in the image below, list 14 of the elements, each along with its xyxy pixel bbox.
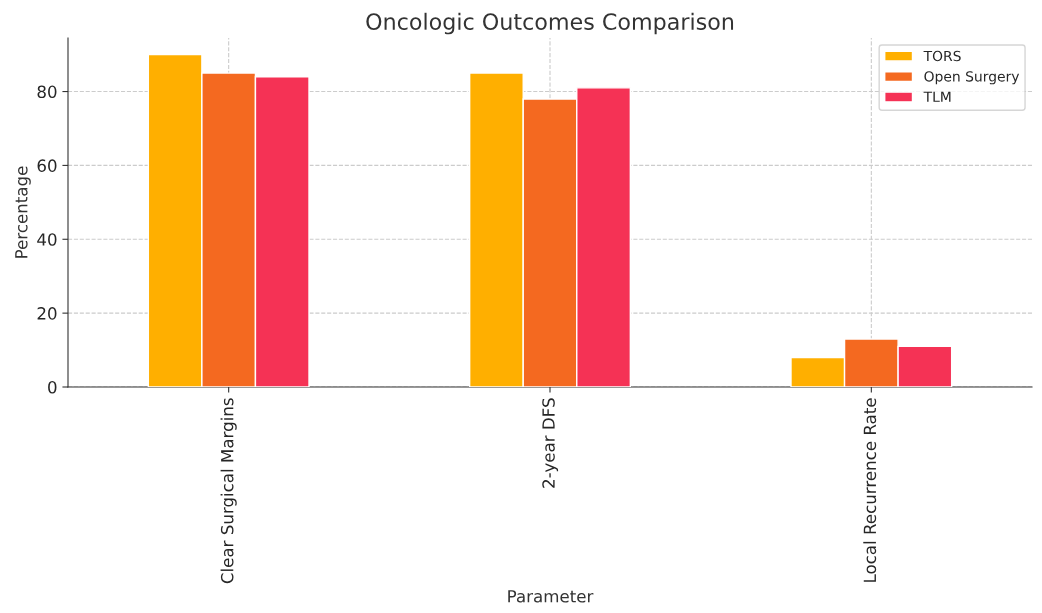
y-tick-label: 80 bbox=[37, 85, 57, 99]
legend-label: TORS bbox=[923, 50, 961, 62]
x-tick-label: 2-year DFS bbox=[542, 398, 559, 488]
legend-label: Open Surgery bbox=[924, 71, 1020, 85]
y-tick-label: 60 bbox=[37, 159, 57, 172]
x-axis-title: Parameter bbox=[508, 590, 594, 603]
y-tick-label: 0 bbox=[48, 380, 57, 394]
legend-label: TLM bbox=[923, 91, 951, 102]
y-tick-label: 40 bbox=[37, 233, 57, 246]
y-tick-label: 20 bbox=[37, 307, 57, 320]
y-axis-title: Percentage bbox=[15, 166, 31, 258]
chart-title: Oncologic Outcomes Comparison bbox=[366, 12, 734, 35]
x-tick-label: Local Recurrence Rate bbox=[863, 398, 877, 582]
x-tick-label: Clear Surgical Margins bbox=[220, 398, 237, 584]
